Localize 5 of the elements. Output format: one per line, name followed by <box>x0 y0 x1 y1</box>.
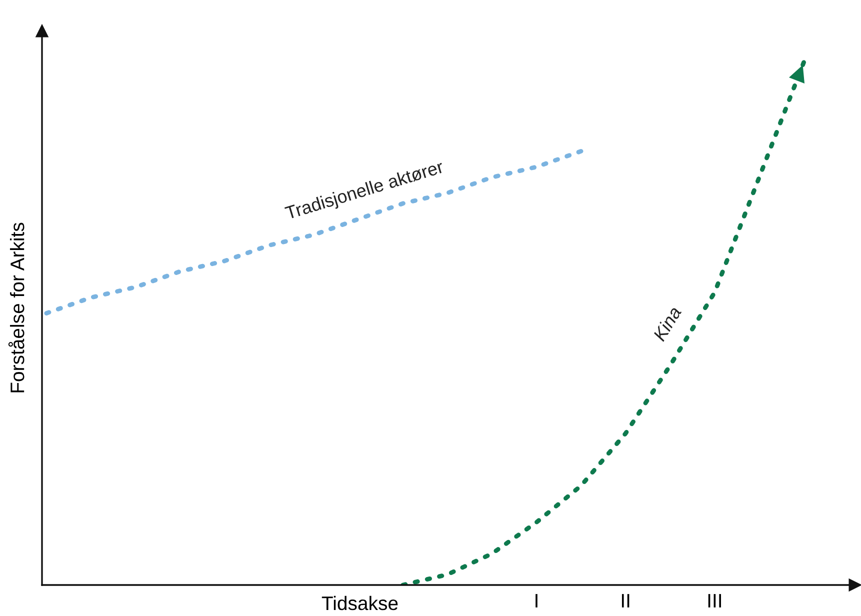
y-axis-title: Forståelse for Arkits <box>8 222 24 392</box>
x-tick-label: I <box>536 594 538 608</box>
x-tick-label: III <box>708 594 721 608</box>
x-tick-label: II <box>622 594 630 608</box>
x-axis-title: Tidsakse <box>322 596 398 610</box>
